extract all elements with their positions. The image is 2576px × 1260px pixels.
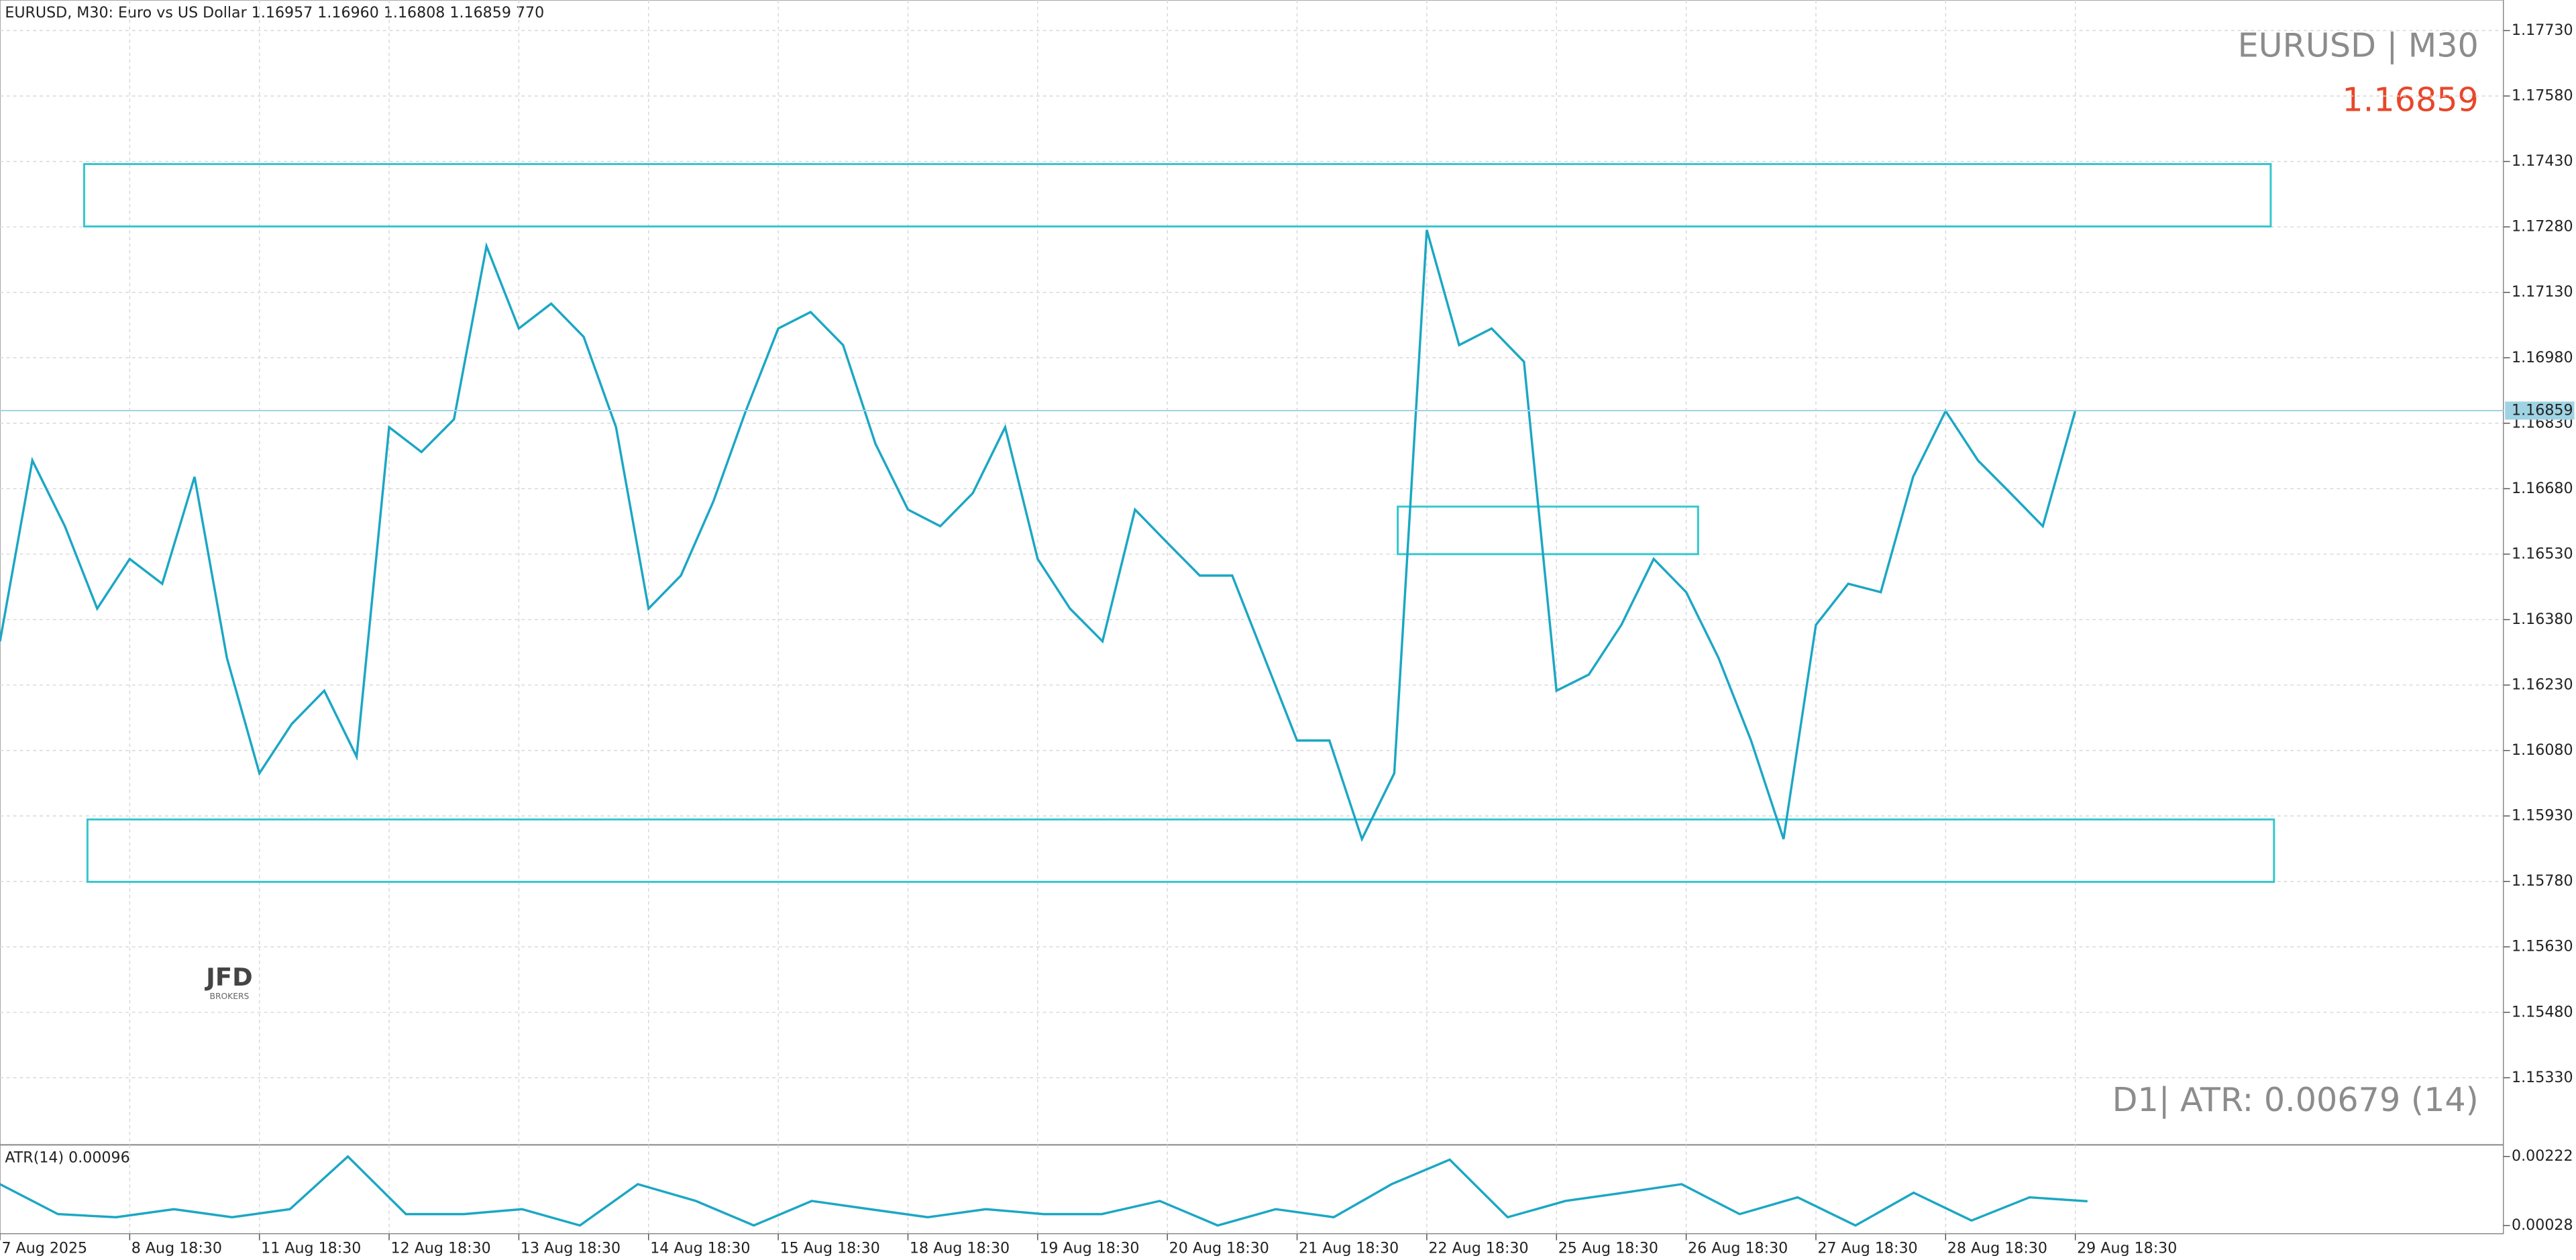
indicator-tick-label: 0.00028 bbox=[2512, 1216, 2573, 1234]
y-tick-label: 1.15480 bbox=[2512, 1003, 2573, 1020]
y-tick-label: 1.16230 bbox=[2512, 676, 2573, 694]
atr-text: D1| ATR: 0.00679 (14) bbox=[2112, 1080, 2479, 1119]
indicator-tick-label: 0.00222 bbox=[2512, 1147, 2573, 1165]
y-tick-label: 1.15330 bbox=[2512, 1069, 2573, 1086]
logo-sub: BROKERS bbox=[210, 992, 250, 1001]
x-tick-label: 14 Aug 18:30 bbox=[650, 1239, 750, 1257]
y-tick-label: 1.15630 bbox=[2512, 938, 2573, 955]
zone bbox=[1397, 505, 1699, 556]
x-tick-label: 27 Aug 18:30 bbox=[1817, 1239, 1917, 1257]
y-tick-label: 1.17130 bbox=[2512, 283, 2573, 301]
x-tick-label: 26 Aug 18:30 bbox=[1688, 1239, 1788, 1257]
x-tick-label: 19 Aug 18:30 bbox=[1039, 1239, 1139, 1257]
x-tick-label: 21 Aug 18:30 bbox=[1299, 1239, 1399, 1257]
zone bbox=[83, 163, 2272, 228]
y-tick-label: 1.17580 bbox=[2512, 87, 2573, 105]
y-tick-label: 1.17730 bbox=[2512, 21, 2573, 39]
x-tick-label: 15 Aug 18:30 bbox=[780, 1239, 880, 1257]
y-tick-label: 1.16980 bbox=[2512, 349, 2573, 366]
indicator-label: ATR(14) 0.00096 bbox=[5, 1149, 129, 1167]
x-tick-label: 12 Aug 18:30 bbox=[391, 1239, 491, 1257]
x-tick-label: 20 Aug 18:30 bbox=[1169, 1239, 1269, 1257]
symbol-header: EURUSD, M30: Euro vs US Dollar 1.16957 1… bbox=[5, 4, 544, 21]
y-tick-label: 1.16530 bbox=[2512, 545, 2573, 562]
zone bbox=[86, 818, 2275, 883]
x-tick-label: 29 Aug 18:30 bbox=[2077, 1239, 2177, 1257]
x-tick-label: 28 Aug 18:30 bbox=[1947, 1239, 2047, 1257]
x-tick-label: 22 Aug 18:30 bbox=[1428, 1239, 1528, 1257]
y-tick-label: 1.16080 bbox=[2512, 741, 2573, 759]
indicator-line bbox=[0, 1155, 2088, 1227]
last-price-tag: 1.16859 bbox=[2512, 402, 2573, 419]
last-price: 1.16859 bbox=[2342, 81, 2478, 119]
price-line bbox=[0, 229, 2077, 843]
y-tick-label: 1.15780 bbox=[2512, 872, 2573, 890]
y-tick-label: 1.16680 bbox=[2512, 480, 2573, 497]
y-tick-label: 1.16380 bbox=[2512, 611, 2573, 628]
y-tick-label: 1.15930 bbox=[2512, 807, 2573, 825]
chart-title: EURUSD | M30 bbox=[2238, 26, 2479, 65]
x-tick-label: 13 Aug 18:30 bbox=[521, 1239, 621, 1257]
x-tick-label: 7 Aug 2025 bbox=[1, 1239, 87, 1257]
y-tick-label: 1.17280 bbox=[2512, 218, 2573, 235]
y-tick-label: 1.17430 bbox=[2512, 152, 2573, 170]
plot-frame bbox=[0, 0, 2504, 1235]
x-tick-label: 25 Aug 18:30 bbox=[1558, 1239, 1658, 1257]
last-price-box bbox=[2505, 401, 2575, 420]
x-tick-label: 18 Aug 18:30 bbox=[910, 1239, 1010, 1257]
logo: JFD bbox=[204, 963, 253, 992]
x-tick-label: 11 Aug 18:30 bbox=[261, 1239, 361, 1257]
x-tick-label: 8 Aug 18:30 bbox=[131, 1239, 222, 1257]
